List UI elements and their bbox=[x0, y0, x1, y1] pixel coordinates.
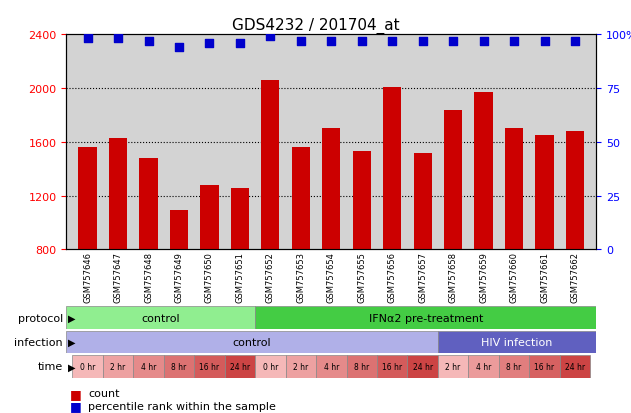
Bar bbox=[475, 93, 493, 357]
Bar bbox=[566, 132, 584, 357]
Text: 8 hr: 8 hr bbox=[354, 362, 369, 371]
Bar bbox=[200, 185, 218, 357]
Point bbox=[113, 36, 123, 43]
Text: 4 hr: 4 hr bbox=[324, 362, 339, 371]
Text: 24 hr: 24 hr bbox=[565, 362, 585, 371]
Bar bbox=[438, 355, 468, 378]
Text: ▶: ▶ bbox=[68, 337, 75, 347]
Bar bbox=[505, 129, 523, 357]
Bar bbox=[231, 188, 249, 357]
Text: 8 hr: 8 hr bbox=[172, 362, 187, 371]
Text: IFNα2 pre-treatment: IFNα2 pre-treatment bbox=[369, 313, 483, 323]
Bar bbox=[322, 129, 340, 357]
Text: control: control bbox=[141, 313, 180, 323]
Text: 0 hr: 0 hr bbox=[80, 362, 95, 371]
Bar bbox=[78, 148, 97, 357]
Bar bbox=[225, 355, 255, 378]
Text: 2 hr: 2 hr bbox=[293, 362, 309, 371]
Point bbox=[387, 38, 398, 45]
Point bbox=[509, 38, 519, 45]
Bar bbox=[255, 355, 286, 378]
Text: 16 hr: 16 hr bbox=[199, 362, 220, 371]
Bar bbox=[383, 88, 401, 357]
Point bbox=[570, 38, 580, 45]
Point bbox=[174, 45, 184, 51]
Bar bbox=[103, 355, 133, 378]
Text: 16 hr: 16 hr bbox=[534, 362, 555, 371]
Bar bbox=[408, 355, 438, 378]
Text: 24 hr: 24 hr bbox=[230, 362, 250, 371]
Text: ■: ■ bbox=[69, 399, 81, 412]
Text: 16 hr: 16 hr bbox=[382, 362, 402, 371]
Text: infection: infection bbox=[15, 337, 63, 347]
Text: ▶: ▶ bbox=[68, 361, 75, 372]
Bar bbox=[286, 355, 316, 378]
Text: HIV infection: HIV infection bbox=[481, 337, 553, 347]
Point bbox=[204, 40, 215, 47]
Text: 0 hr: 0 hr bbox=[262, 362, 278, 371]
Bar bbox=[377, 355, 408, 378]
Bar bbox=[170, 211, 188, 357]
Text: control: control bbox=[233, 337, 271, 347]
Point bbox=[448, 38, 458, 45]
Bar bbox=[438, 331, 596, 354]
Bar bbox=[346, 355, 377, 378]
Bar bbox=[261, 81, 280, 357]
Bar bbox=[316, 355, 346, 378]
Bar bbox=[255, 306, 596, 329]
Bar bbox=[66, 331, 438, 354]
Text: GDS4232 / 201704_at: GDS4232 / 201704_at bbox=[232, 17, 399, 33]
Text: percentile rank within the sample: percentile rank within the sample bbox=[88, 401, 276, 411]
Bar bbox=[66, 306, 255, 329]
Bar bbox=[529, 355, 560, 378]
Text: ■: ■ bbox=[69, 387, 81, 400]
Bar bbox=[444, 110, 463, 357]
Text: 8 hr: 8 hr bbox=[507, 362, 522, 371]
Point bbox=[265, 34, 275, 40]
Point bbox=[326, 38, 336, 45]
Point bbox=[296, 38, 306, 45]
Bar bbox=[292, 148, 310, 357]
Bar bbox=[535, 136, 553, 357]
Text: count: count bbox=[88, 388, 120, 398]
Bar bbox=[468, 355, 499, 378]
Bar bbox=[353, 152, 371, 357]
Text: 2 hr: 2 hr bbox=[110, 362, 126, 371]
Point bbox=[357, 38, 367, 45]
Bar bbox=[139, 159, 158, 357]
Bar bbox=[560, 355, 590, 378]
Bar bbox=[133, 355, 163, 378]
Text: 24 hr: 24 hr bbox=[413, 362, 433, 371]
Bar bbox=[194, 355, 225, 378]
Point bbox=[418, 38, 428, 45]
Bar bbox=[163, 355, 194, 378]
Point bbox=[540, 38, 550, 45]
Text: ▶: ▶ bbox=[68, 313, 75, 323]
Point bbox=[478, 38, 488, 45]
Text: protocol: protocol bbox=[18, 313, 63, 323]
Bar bbox=[499, 355, 529, 378]
Text: time: time bbox=[38, 361, 63, 372]
Point bbox=[83, 36, 93, 43]
Text: 2 hr: 2 hr bbox=[445, 362, 461, 371]
Bar bbox=[413, 153, 432, 357]
Point bbox=[235, 40, 245, 47]
Text: 4 hr: 4 hr bbox=[141, 362, 156, 371]
Bar bbox=[109, 138, 127, 357]
Bar bbox=[73, 355, 103, 378]
Text: 4 hr: 4 hr bbox=[476, 362, 492, 371]
Point bbox=[143, 38, 153, 45]
